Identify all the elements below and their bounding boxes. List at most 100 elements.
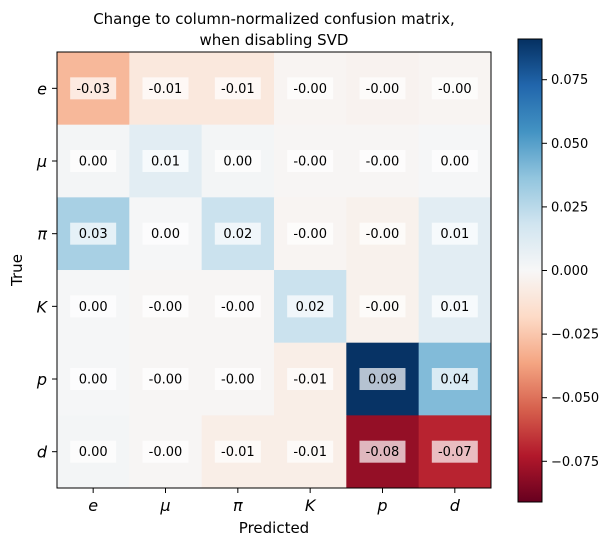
cell-value-label: 0.00 xyxy=(223,155,252,170)
cell-value-label: -0.01 xyxy=(149,82,183,97)
cell-value-label: -0.07 xyxy=(438,445,472,460)
colorbar-tick-label: −0.050 xyxy=(551,391,599,406)
colorbar xyxy=(517,38,543,503)
y-tick-label: d xyxy=(37,443,48,462)
cell-label-background xyxy=(287,222,334,245)
cell-value-label: 0.00 xyxy=(79,300,108,315)
cell-label-background xyxy=(70,440,117,463)
cell-value-label: -0.00 xyxy=(293,227,327,242)
cell-label-background xyxy=(431,77,478,100)
cell-label-background xyxy=(431,368,478,391)
cell-label-background xyxy=(359,150,406,173)
y-tick-label: π xyxy=(37,225,47,244)
cell-label-background xyxy=(214,440,261,463)
cell-value-label: 0.02 xyxy=(223,227,252,242)
colorbar-tick-label: −0.075 xyxy=(551,455,599,470)
cell-value-label: -0.08 xyxy=(366,445,400,460)
cell-label-background xyxy=(214,222,261,245)
cell-label-background xyxy=(70,222,117,245)
cell-label-background xyxy=(359,295,406,318)
colorbar-tick-label: 0.000 xyxy=(551,264,588,279)
x-tick-label: μ xyxy=(159,496,170,515)
cell-label-background xyxy=(359,440,406,463)
colorbar-tick-label: −0.025 xyxy=(551,328,599,343)
cell-value-label: -0.00 xyxy=(149,300,183,315)
y-tick-label: p xyxy=(36,370,47,389)
cell-label-background xyxy=(214,77,261,100)
x-tick-label: e xyxy=(88,496,98,515)
cell-label-background xyxy=(214,295,261,318)
cell-value-label: -0.03 xyxy=(76,82,110,97)
y-axis-ticks: e μ π Kp d xyxy=(36,79,57,462)
y-tick-label: e xyxy=(37,79,47,98)
cell-value-label: -0.00 xyxy=(366,82,400,97)
cell-value-label: 0.00 xyxy=(151,227,180,242)
cell-value-label: -0.01 xyxy=(293,373,327,388)
colorbar-tick-label: 0.050 xyxy=(551,137,588,152)
cell-label-background xyxy=(142,295,189,318)
y-tick-label: K xyxy=(37,297,49,316)
heatmap-cells xyxy=(57,52,492,489)
cell-value-label: 0.00 xyxy=(440,155,469,170)
cell-label-background xyxy=(287,368,334,391)
cell-label-background xyxy=(359,368,406,391)
x-tick-label: K xyxy=(305,496,317,515)
cell-label-background xyxy=(287,295,334,318)
colorbar-ticks: 0.075 0.050 0.025 0.000 −0.025 −0.050 −0.075 xyxy=(542,73,599,470)
cell-value-label: 0.00 xyxy=(79,373,108,388)
cell-value-label: -0.01 xyxy=(221,445,255,460)
cell-value-label: -0.00 xyxy=(293,82,327,97)
cell-label-background xyxy=(431,295,478,318)
cell-value-label: 0.01 xyxy=(151,155,180,170)
cell-label-background xyxy=(359,222,406,245)
cell-label-background xyxy=(287,150,334,173)
cell-value-label: -0.00 xyxy=(293,155,327,170)
cell-label-background xyxy=(70,77,117,100)
cell-value-label: -0.01 xyxy=(293,445,327,460)
y-tick-label: μ xyxy=(36,152,47,171)
cell-value-label: -0.00 xyxy=(221,300,255,315)
cell-label-background xyxy=(142,77,189,100)
cell-label-background xyxy=(70,295,117,318)
x-tick-label: d xyxy=(450,496,461,515)
chart-title-line-2: when disabling SVD xyxy=(200,31,349,49)
cell-label-background xyxy=(431,222,478,245)
cell-label-background xyxy=(287,440,334,463)
cell-value-label: -0.01 xyxy=(221,82,255,97)
cell-label-background xyxy=(70,368,117,391)
cell-value-label: -0.00 xyxy=(438,82,472,97)
x-tick-label: π xyxy=(233,496,243,515)
cell-value-label: 0.03 xyxy=(79,227,108,242)
cell-value-label: 0.02 xyxy=(296,300,325,315)
y-axis-label: True xyxy=(8,254,26,287)
cell-value-label: 0.01 xyxy=(440,300,469,315)
cell-label-background xyxy=(431,150,478,173)
cell-value-label: -0.00 xyxy=(149,445,183,460)
cell-label-background xyxy=(214,368,261,391)
cell-value-label: 0.09 xyxy=(368,373,397,388)
cell-value-label: -0.00 xyxy=(149,373,183,388)
x-tick-label: p xyxy=(376,496,387,515)
colorbar-tick-label: 0.025 xyxy=(551,200,588,215)
x-axis-label: Predicted xyxy=(239,519,309,537)
cell-value-label: -0.00 xyxy=(366,227,400,242)
cell-label-background xyxy=(142,440,189,463)
heatmap-cell-labels: -0.03 -0.01 -0.01 -0.00 -0.00 -0.00 0.00 0.01 0.… xyxy=(70,77,478,463)
cell-value-label: 0.04 xyxy=(440,373,469,388)
cell-label-background xyxy=(431,440,478,463)
cell-value-label: 0.00 xyxy=(79,445,108,460)
cell-label-background xyxy=(359,77,406,100)
cell-value-label: -0.00 xyxy=(221,373,255,388)
cell-label-background xyxy=(142,368,189,391)
cell-label-background xyxy=(214,150,261,173)
plot-frame xyxy=(56,51,492,489)
cell-value-label: -0.00 xyxy=(366,300,400,315)
cell-value-label: 0.00 xyxy=(79,155,108,170)
chart-title-line-1: Change to column-normalized confusion ma… xyxy=(93,10,455,28)
cell-label-background xyxy=(70,150,117,173)
colorbar-tick-label: 0.075 xyxy=(551,73,588,88)
cell-label-background xyxy=(287,77,334,100)
cell-value-label: 0.01 xyxy=(440,227,469,242)
cell-label-background xyxy=(142,222,189,245)
